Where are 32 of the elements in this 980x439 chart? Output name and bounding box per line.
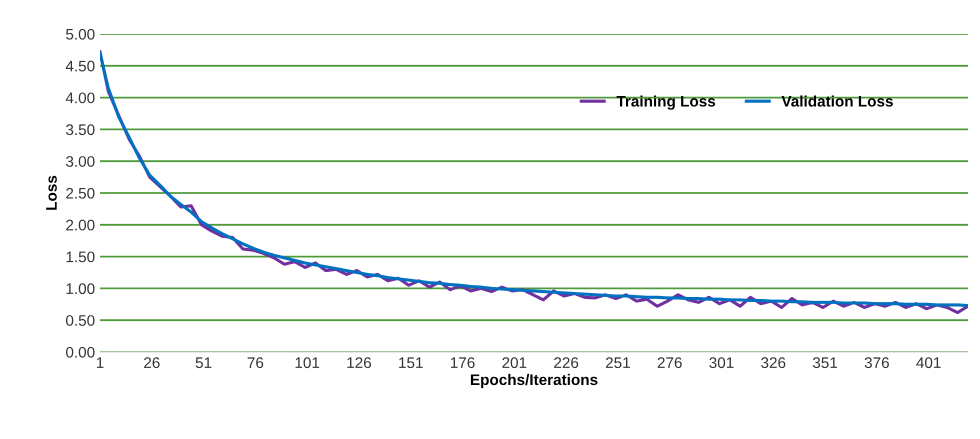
- x-tick-label: 201: [502, 357, 526, 368]
- x-tick-label: 126: [347, 357, 372, 368]
- legend-label: Training Loss: [616, 95, 716, 110]
- y-tick-label: 5.00: [66, 28, 95, 40]
- x-axis-title: Epochs/Iterations: [470, 374, 598, 388]
- y-tick-label: 0.00: [66, 346, 95, 358]
- y-tick-label: 4.00: [66, 92, 95, 104]
- x-tick-label: 176: [450, 357, 475, 368]
- x-tick-label: 226: [554, 357, 578, 368]
- x-tick-label: 101: [296, 357, 320, 368]
- x-tick-label: 376: [864, 357, 889, 368]
- x-tick-label: 26: [144, 357, 160, 368]
- x-tick-label: 276: [658, 357, 682, 368]
- y-tick-label: 0.50: [66, 315, 95, 326]
- y-tick-label: 4.50: [66, 60, 95, 72]
- x-tick-label: 151: [399, 357, 423, 368]
- x-tick-label: 51: [196, 357, 212, 368]
- y-tick-label: 2.00: [66, 220, 95, 230]
- y-tick-label: 3.00: [66, 156, 95, 167]
- y-tick-label: 1.50: [66, 251, 95, 262]
- y-axis-title: Loss: [46, 176, 57, 210]
- y-tick-label: 3.50: [66, 124, 95, 136]
- y-tick-label: 2.50: [66, 188, 95, 199]
- y-tick-label: 1.00: [66, 283, 95, 294]
- x-tick-label: 301: [709, 357, 734, 368]
- x-tick-label: 1: [96, 357, 104, 368]
- x-tick-label: 401: [916, 357, 941, 368]
- x-tick-label: 351: [812, 357, 838, 368]
- legend-label: Validation Loss: [782, 95, 893, 107]
- x-tick-label: 326: [761, 357, 786, 368]
- x-tick-label: 251: [606, 357, 630, 368]
- x-tick-label: 76: [248, 357, 264, 368]
